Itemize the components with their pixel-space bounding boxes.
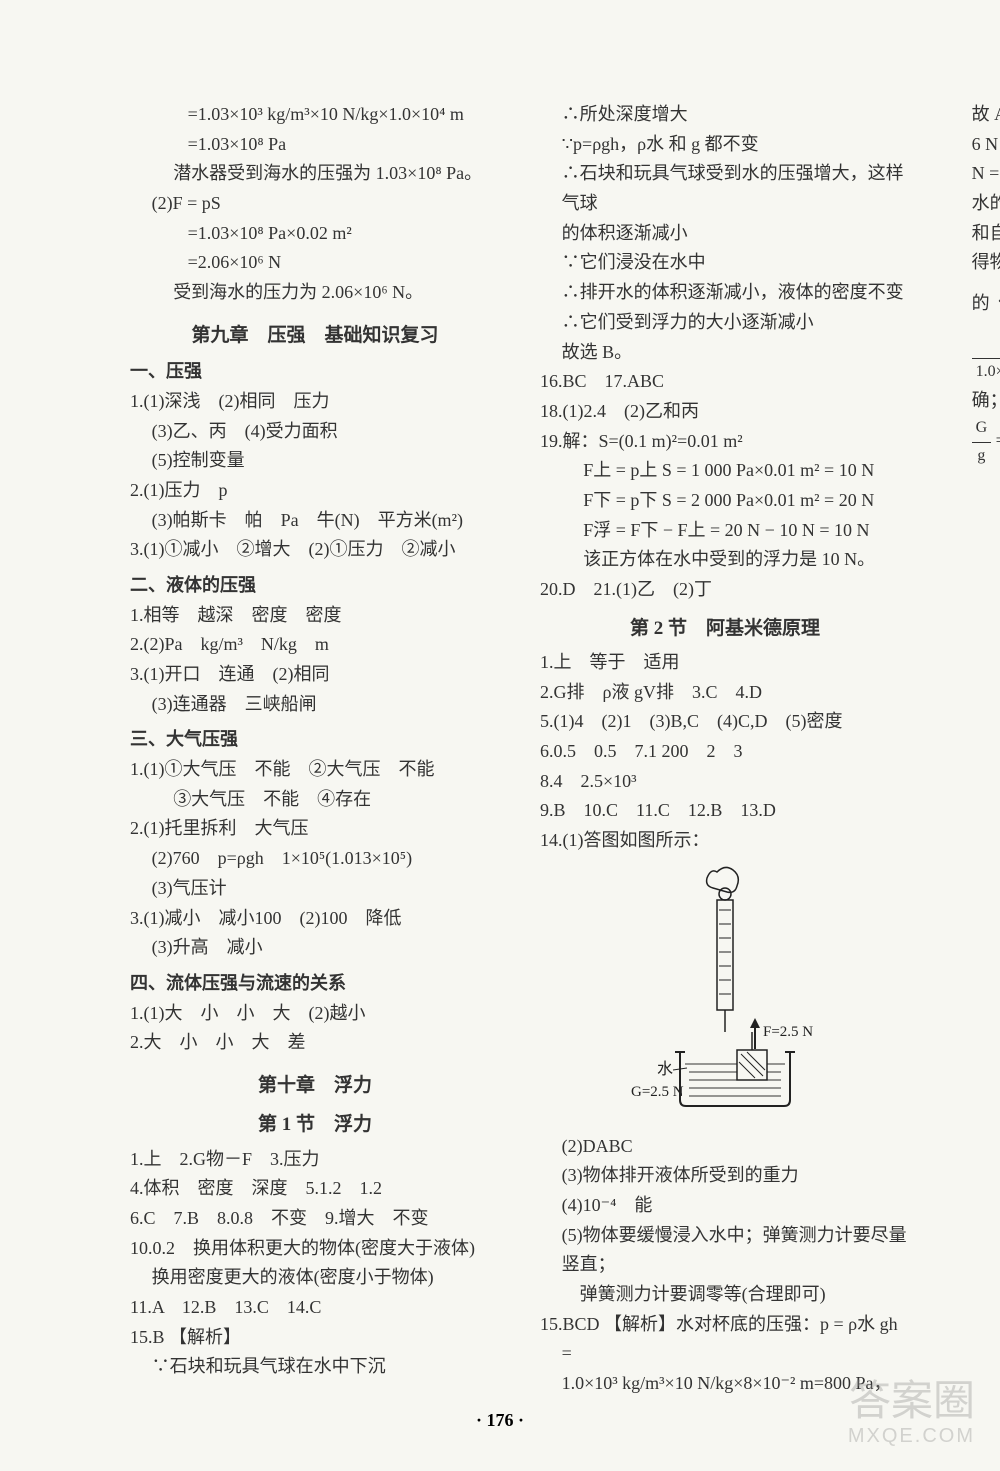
page: =1.03×10³ kg/m³×10 N/kg×1.0×10⁴ m =1.03×… (0, 0, 1000, 1471)
analysis-line: 2 N 1.0×10³ kg/m³×10 N/kg = 2×10⁻⁴ m³，故 … (950, 332, 1000, 386)
answer-line: 1.(1)深浅 (2)相同 压力 (130, 387, 500, 417)
calc-line: F浮 = F下 − F上 = 20 N − 10 N = 10 N (540, 516, 910, 546)
answer-line: 2.(2)Pa kg/m³ N/kg m (130, 630, 500, 660)
answer-line: (3)帕斯卡 帕 Pa 牛(N) 平方米(m²) (130, 506, 500, 536)
analysis-line: 的 体 积：V = V排 = F浮 ρ水 g = (950, 278, 1000, 332)
calc-line: =2.06×10⁶ N (130, 248, 500, 278)
calc-line: F上 = p上 S = 1 000 Pa×0.01 m² = 10 N (540, 456, 910, 486)
answer-line: 6.0.5 0.5 7.1 200 2 3 (540, 737, 910, 767)
answer-line: (3)乙、丙 (4)受力面积 (130, 417, 500, 447)
answer-line: (3)连通器 三峡船闸 (130, 690, 500, 720)
fraction: G g (972, 415, 992, 469)
answer-line: (4)10⁻⁴ 能 (540, 1191, 910, 1221)
answer-line: 15.BCD 【解析】水对杯底的压强：p = ρ水 gh = (540, 1310, 910, 1369)
heading-ch9: 第九章 压强 基础知识复习 (130, 320, 500, 351)
answer-line: 15.B 【解析】 (130, 1323, 500, 1353)
answer-line: 2.(1)托里拆利 大气压 (130, 814, 500, 844)
section-4: 四、流体压强与流速的关系 (130, 969, 500, 999)
heading-ch10: 第十章 浮力 (130, 1070, 500, 1101)
analysis-line: 的体积逐渐减小 (540, 219, 910, 249)
answer-line: (2)DABC (540, 1132, 910, 1162)
answer-line: 1.上 2.G物－F 3.压力 (130, 1145, 500, 1175)
answer-line: 3.(1)①减小 ②增大 (2)①压力 ②减小 (130, 535, 500, 565)
label-G: G=2.5 N (631, 1084, 684, 1100)
analysis-line: ∴所处深度增大 (562, 100, 910, 130)
analysis-line: 和自身的体积相等，故由 F浮 = ρ水 gV排 可得物体 (950, 219, 1000, 278)
analysis-line: ∵石块和玩具气球在水中下沉 (152, 1352, 500, 1382)
analysis-line: 1.0×10³ kg/m³×10 N/kg×8×10⁻² m=800 Pa， (540, 1369, 910, 1399)
analysis-line: 故 A 错误；物体受到的浮力：F浮 = G − F = 6 N − 4 (950, 100, 1000, 159)
calc-line: 潜水器受到海水的压强为 1.03×10⁸ Pa。 (130, 159, 500, 189)
answer-line: (2)760 p=ρgh 1×10⁵(1.013×10⁵) (130, 844, 500, 874)
answer-line: 3.(1)开口 连通 (2)相同 (130, 660, 500, 690)
heading-ch10-s2: 第 2 节 阿基米德原理 (540, 613, 910, 644)
answer-line: 11.A 12.B 13.C 14.C (130, 1293, 500, 1323)
analysis-line: ∴石块和玩具气球受到水的压强增大，这样气球 (562, 159, 910, 218)
analysis-line: 确；根据 G = mg 可得，物体的质量：m = G g = (950, 386, 1000, 469)
calc-line: =1.03×10⁸ Pa (130, 130, 500, 160)
answer-line: 1.(1)①大气压 不能 ②大气压 不能 (130, 755, 500, 785)
analysis-line: ∴排开水的体积逐渐减小，液体的密度不变 (540, 278, 910, 308)
answer-line: 2.大 小 小 大 差 (130, 1028, 500, 1058)
answer-line: 2.G排 ρ液 gV排 3.C 4.D (540, 678, 910, 708)
answer-line: 9.B 10.C 11.C 12.B 13.D (540, 796, 910, 826)
q2: (2)F = pS (130, 189, 500, 219)
analysis-line: ∵它们浸没在水中 (540, 248, 910, 278)
answer-line: 4.体积 密度 深度 5.1.2 1.2 (130, 1174, 500, 1204)
answer-line: 1.相等 越深 密度 密度 (130, 601, 500, 631)
spring-scale-diagram: F=2.5 N 水 G=2.5 N (540, 864, 910, 1124)
answer-line: 弹簧测力计要调零等(合理即可) (540, 1280, 910, 1310)
answer-line: 1.上 等于 适用 (540, 648, 910, 678)
answer-line: (3)物体排开液体所受到的重力 (540, 1161, 910, 1191)
answer-line: 18.(1)2.4 (2)乙和丙 (540, 397, 910, 427)
calc-line: =1.03×10³ kg/m³×10 N/kg×1.0×10⁴ m (130, 100, 500, 130)
answer-line: (3)升高 减小 (130, 933, 500, 963)
fraction: 2 N 1.0×10³ kg/m³×10 N/kg (972, 332, 1000, 386)
answer-line: 2.(1)压力 p (130, 476, 500, 506)
calc-line: 该正方体在水中受到的浮力是 10 N。 (540, 545, 910, 575)
answer-line: (5)控制变量 (130, 446, 500, 476)
section-3: 三、大气压强 (130, 725, 500, 755)
section-1: 一、压强 (130, 357, 500, 387)
answer-line: (3)气压计 (130, 874, 500, 904)
answer-line: ③大气压 不能 ④存在 (130, 785, 500, 815)
section-2: 二、液体的压强 (130, 571, 500, 601)
answer-line: 19.解：S=(0.1 m)²=0.01 m² (540, 427, 910, 457)
answer-line: 14.(1)答图如图所示： (540, 826, 910, 856)
heading-ch10-s1: 第 1 节 浮力 (130, 1109, 500, 1140)
analysis-line: ∴它们受到浮力的大小逐渐减小 (540, 308, 910, 338)
answer-line: 10.0.2 换用体积更大的物体(密度大于液体) (130, 1234, 500, 1264)
label-water: 水 (657, 1060, 673, 1078)
answer-line: 20.D 21.(1)乙 (2)丁 (540, 575, 910, 605)
answer-line: 16.BC 17.ABC (540, 367, 910, 397)
page-number: · 176 · (0, 1410, 1000, 1431)
answer-line: 5.(1)4 (2)1 (3)B,C (4)C,D (5)密度 (540, 707, 910, 737)
answer-line: 3.(1)减小 减小100 (2)100 降低 (130, 904, 500, 934)
calc-line: =1.03×10⁸ Pa×0.02 m² (130, 219, 500, 249)
calc-line: F下 = p下 S = 2 000 Pa×0.01 m² = 20 N (540, 486, 910, 516)
analysis-line: N = 2 N，故 B 正确；由于物体浸没时排开水的体积 (950, 159, 1000, 218)
calc-line: 受到海水的压力为 2.06×10⁶ N。 (130, 278, 500, 308)
answer-line: 1.(1)大 小 小 大 (2)越小 (130, 999, 500, 1029)
answer-line: 换用密度更大的液体(密度小于物体) (130, 1263, 500, 1293)
answer-line: 6.C 7.B 8.0.8 不变 9.增大 不变 (130, 1204, 500, 1234)
answer-line: 8.4 2.5×10³ (540, 767, 910, 797)
label-F: F=2.5 N (763, 1024, 813, 1040)
answer-line: (5)物体要缓慢浸入水中；弹簧测力计要尽量竖直； (540, 1221, 910, 1280)
analysis-line: ∵p=ρgh，ρ水 和 g 都不变 (562, 130, 910, 160)
analysis-line: 故选 B。 (540, 338, 910, 368)
